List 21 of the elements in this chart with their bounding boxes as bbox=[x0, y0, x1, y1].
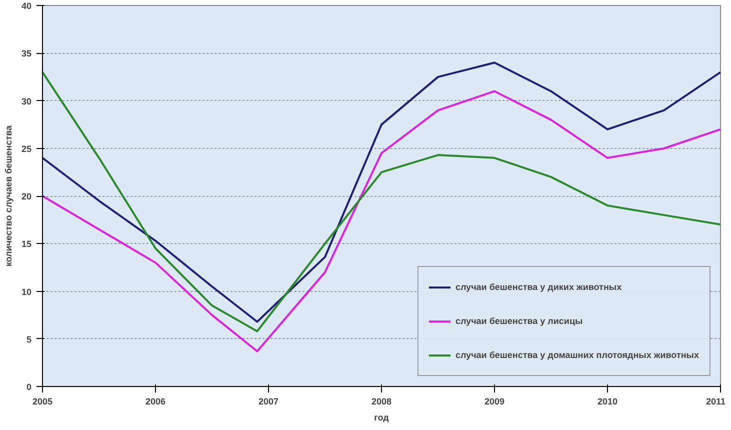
y-tick-label: 5 bbox=[26, 334, 32, 344]
y-tick-label: 40 bbox=[21, 1, 32, 11]
y-tick-label: 35 bbox=[21, 48, 32, 59]
legend-label: случаи бешенства у лисицы bbox=[455, 316, 583, 326]
legend-label: случаи бешенства у домашних плотоядных животных bbox=[455, 350, 699, 360]
y-tick-label: 30 bbox=[21, 96, 32, 106]
x-tick-label: 2005 bbox=[32, 396, 53, 406]
y-tick-label: 25 bbox=[21, 144, 32, 154]
x-tick-label: 2009 bbox=[484, 396, 505, 406]
y-tick-label: 20 bbox=[21, 192, 32, 202]
x-tick-label: 2006 bbox=[145, 396, 166, 406]
y-tick-label: 15 bbox=[21, 239, 32, 250]
legend-label: случаи бешенства у диких животных bbox=[455, 282, 622, 292]
y-tick-label: 0 bbox=[26, 382, 32, 392]
x-tick-label: 2011 bbox=[706, 396, 726, 406]
x-tick-label: 2007 bbox=[258, 396, 279, 406]
y-axis-title: количество случаев бешенства bbox=[3, 124, 14, 267]
x-axis-title: год bbox=[374, 412, 390, 422]
x-tick-label: 2008 bbox=[371, 396, 392, 406]
y-tick-label: 10 bbox=[21, 286, 32, 297]
x-tick-label: 2010 bbox=[597, 396, 618, 406]
